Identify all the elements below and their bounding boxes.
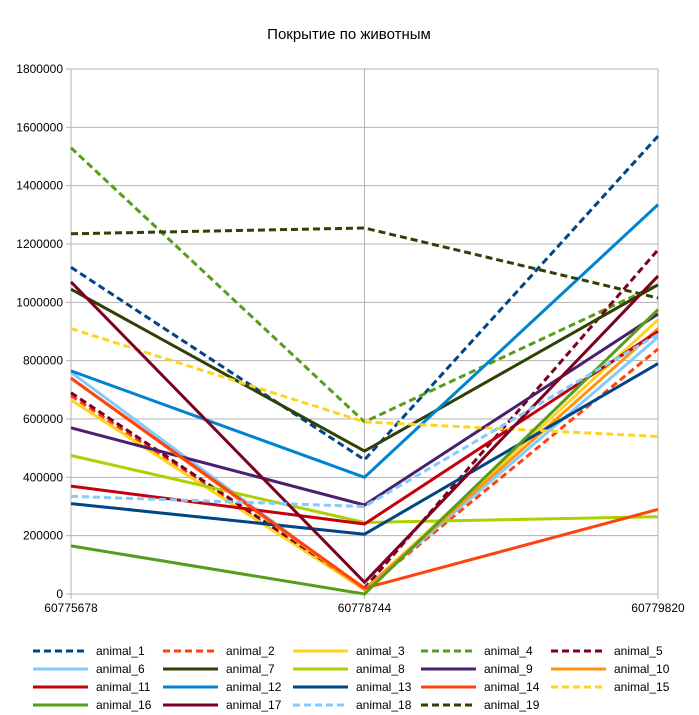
y-tick-label: 0 xyxy=(56,587,63,601)
x-tick-label: 60779820 xyxy=(631,601,685,615)
grid-lines xyxy=(70,68,659,595)
series-line-animal-17 xyxy=(69,275,660,584)
y-tick-label: 1000000 xyxy=(16,295,63,309)
legend-label: animal_12 xyxy=(226,680,282,694)
chart-title: Покрытие по животным xyxy=(267,26,431,43)
legend-label: animal_6 xyxy=(96,662,145,676)
y-tick-label: 1200000 xyxy=(16,237,63,251)
legend-label: animal_10 xyxy=(614,662,670,676)
y-tick-labels: 0 200000 400000 600000 800000 1000000 1200000 1… xyxy=(16,62,63,601)
legend-label: animal_5 xyxy=(614,644,663,658)
legend-label: animal_15 xyxy=(614,680,670,694)
legend-label: animal_13 xyxy=(356,680,412,694)
series-line-animal-4 xyxy=(69,146,659,424)
legend-label: animal_16 xyxy=(96,698,152,712)
y-tick-label: 400000 xyxy=(23,470,63,484)
y-tick-label: 200000 xyxy=(23,529,63,543)
y-tick-label: 800000 xyxy=(23,354,63,368)
series-line-animal-11 xyxy=(70,330,659,526)
y-tick-label: 1600000 xyxy=(16,120,63,134)
series-line-animal-18 xyxy=(70,333,659,508)
series-line-animal-13 xyxy=(70,362,659,536)
series-line-animal-7 xyxy=(70,283,659,453)
x-tick-label: 60778744 xyxy=(338,601,392,615)
y-tick-label: 1800000 xyxy=(16,62,63,76)
axes xyxy=(66,68,659,599)
x-tick-label: 60775678 xyxy=(44,601,98,615)
y-tick-label: 600000 xyxy=(23,412,63,426)
legend-label: animal_11 xyxy=(96,680,151,694)
legend-label: animal_14 xyxy=(484,680,540,694)
legend-label: animal_9 xyxy=(484,662,533,676)
series-line-animal-1 xyxy=(70,135,660,462)
legend-label: animal_18 xyxy=(356,698,412,712)
series-lines xyxy=(69,135,660,596)
legend-label: animal_3 xyxy=(356,644,405,658)
legend-label: animal_2 xyxy=(226,644,275,658)
series-line-animal-12 xyxy=(70,203,660,479)
x-tick-labels: 60775678 60778744 60779820 xyxy=(44,601,685,615)
series-line-animal-14 xyxy=(70,376,659,590)
series-line-animal-15 xyxy=(70,327,659,438)
legend-label: animal_4 xyxy=(484,644,533,658)
legend-label: animal_17 xyxy=(226,698,282,712)
y-tick-label: 1400000 xyxy=(16,179,63,193)
legend-label: animal_8 xyxy=(356,662,405,676)
legend-label: animal_1 xyxy=(96,644,145,658)
legend-label: animal_19 xyxy=(484,698,540,712)
legend-label: animal_7 xyxy=(226,662,275,676)
series-line-animal-16 xyxy=(70,308,660,596)
legend: animal_1 animal_2 animal_3 animal_4 animal_5… xyxy=(33,644,670,712)
